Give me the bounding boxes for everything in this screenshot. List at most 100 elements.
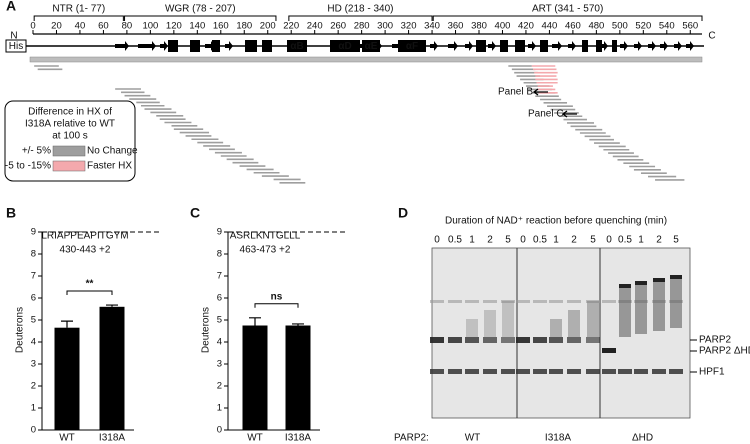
y-tick-label: 6 — [31, 293, 36, 304]
tick-label: 20 — [51, 21, 62, 32]
tick-label: 420 — [518, 21, 534, 32]
legend-swatch — [52, 160, 86, 172]
helix — [476, 40, 486, 52]
helix — [362, 40, 380, 52]
band — [448, 369, 462, 374]
helix — [212, 40, 220, 52]
tick-label: 560 — [682, 21, 698, 32]
helix — [168, 40, 178, 52]
band — [549, 337, 563, 343]
tick-label: 300 — [377, 21, 393, 32]
row-label: PARP2: — [394, 433, 429, 444]
legend-range: +/- 5% — [22, 146, 51, 157]
band — [567, 369, 581, 374]
tick-label: 40 — [75, 21, 86, 32]
band — [549, 369, 563, 374]
legend-label: No Change — [87, 146, 138, 157]
tick-label: 540 — [659, 21, 675, 32]
lane-label: 0 — [434, 235, 440, 246]
y-tick-label: 9 — [217, 227, 222, 238]
strand — [568, 41, 576, 51]
band — [533, 369, 547, 374]
tick-label: 280 — [354, 21, 370, 32]
lane-label: 2 — [571, 235, 577, 246]
y-tick-label: 7 — [217, 271, 222, 282]
bar — [99, 306, 125, 430]
band — [586, 337, 600, 343]
chart-title: LRIAPPEAPITGYM — [41, 231, 128, 242]
band — [669, 369, 683, 374]
band — [652, 369, 666, 374]
y-tick-label: 3 — [31, 359, 36, 370]
band — [430, 369, 444, 374]
strand — [225, 41, 233, 51]
band — [602, 348, 616, 353]
tag-box — [5, 39, 27, 53]
strand — [686, 41, 694, 51]
y-tick-label: 4 — [217, 337, 222, 348]
band — [465, 369, 479, 374]
band — [533, 337, 547, 343]
y-tick-label: 8 — [217, 249, 222, 260]
band — [635, 281, 647, 285]
strand — [160, 41, 168, 51]
band — [501, 300, 515, 303]
band — [567, 300, 581, 303]
x-tick-label: WT — [247, 433, 263, 444]
smear — [502, 301, 514, 337]
helix — [190, 40, 200, 52]
y-tick-label: 0 — [31, 425, 36, 436]
y-tick-label: 1 — [31, 403, 36, 414]
helix-label: αF — [406, 41, 418, 52]
bar — [242, 325, 268, 430]
lane-label: 2 — [487, 235, 493, 246]
band — [430, 337, 444, 343]
bar — [285, 325, 311, 430]
legend-range: -5 to -15% — [5, 161, 51, 172]
band-label: HPF1 — [699, 367, 725, 378]
tick-label: 80 — [122, 21, 133, 32]
helix — [287, 40, 307, 52]
tick-label: 160 — [213, 21, 229, 32]
tag-label: His — [9, 41, 23, 52]
helix — [540, 40, 548, 52]
band — [501, 369, 515, 374]
band — [483, 369, 497, 374]
y-axis-label: Deuterons — [201, 307, 212, 353]
tick-label: 140 — [189, 21, 205, 32]
c-terminus: C — [708, 31, 715, 42]
strand — [528, 41, 536, 51]
domain-label: NTR (1- 77) — [52, 4, 105, 15]
lane-label: 5 — [590, 235, 596, 246]
strand — [660, 41, 668, 51]
smear — [568, 310, 580, 337]
strand — [648, 41, 656, 51]
band — [483, 300, 497, 303]
error-bar — [61, 320, 73, 328]
tick-label: 360 — [448, 21, 464, 32]
lane-label: 0 — [606, 235, 612, 246]
arrow — [561, 110, 577, 118]
domain-bracket — [288, 15, 433, 21]
tick-label: 380 — [471, 21, 487, 32]
chart-title: ASRLKNTGLLL — [230, 231, 301, 242]
tick-label: 0 — [30, 21, 35, 32]
band — [602, 369, 616, 374]
helix-label: αB — [290, 41, 303, 52]
tick-label: 480 — [588, 21, 604, 32]
chart-subtitle: 463-473 +2 — [240, 245, 291, 256]
helix — [582, 40, 588, 52]
tick-label: 400 — [495, 21, 511, 32]
lane-label: 0.5 — [533, 235, 547, 246]
y-tick-label: 1 — [217, 403, 222, 414]
smear — [653, 281, 665, 331]
y-axis-label: Deuterons — [15, 307, 26, 353]
tick-label: 340 — [424, 21, 440, 32]
panel-label: C — [190, 205, 200, 221]
helix — [596, 40, 602, 52]
coverage-bar — [29, 56, 703, 63]
strand — [634, 41, 642, 51]
band — [602, 300, 616, 303]
smear — [484, 310, 496, 337]
group-label: ΔHD — [632, 433, 653, 444]
